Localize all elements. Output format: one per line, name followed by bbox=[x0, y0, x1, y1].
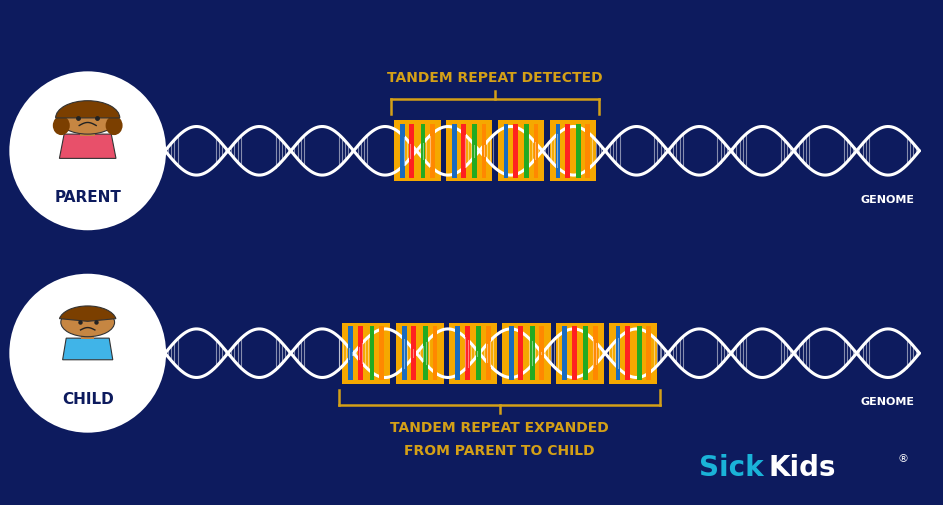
Text: GENOME: GENOME bbox=[861, 396, 915, 407]
Bar bbox=[455, 327, 460, 380]
Bar bbox=[539, 327, 544, 380]
Text: TANDEM REPEAT DETECTED: TANDEM REPEAT DETECTED bbox=[388, 70, 603, 84]
Bar bbox=[562, 327, 567, 380]
Bar bbox=[409, 125, 414, 178]
Bar bbox=[379, 327, 384, 380]
Bar bbox=[498, 121, 544, 182]
Bar bbox=[609, 323, 657, 384]
Ellipse shape bbox=[106, 117, 123, 136]
Text: TANDEM REPEAT EXPANDED: TANDEM REPEAT EXPANDED bbox=[390, 421, 609, 435]
Bar bbox=[370, 327, 374, 380]
Text: CHILD: CHILD bbox=[62, 391, 113, 407]
Bar bbox=[342, 323, 390, 384]
Text: GENOME: GENOME bbox=[861, 194, 915, 205]
Bar bbox=[524, 125, 529, 178]
Bar bbox=[637, 327, 641, 380]
Bar bbox=[348, 327, 354, 380]
Bar bbox=[482, 125, 487, 178]
Bar bbox=[555, 125, 560, 178]
Bar bbox=[550, 121, 596, 182]
Bar bbox=[452, 125, 456, 178]
Wedge shape bbox=[59, 307, 116, 322]
Bar bbox=[534, 125, 538, 178]
Bar bbox=[576, 125, 581, 178]
Bar bbox=[508, 327, 514, 380]
Bar bbox=[411, 327, 416, 380]
Bar bbox=[586, 125, 590, 178]
Polygon shape bbox=[59, 135, 116, 159]
Bar bbox=[476, 327, 481, 380]
Bar bbox=[486, 327, 491, 380]
Wedge shape bbox=[56, 102, 120, 119]
Text: FROM PARENT TO CHILD: FROM PARENT TO CHILD bbox=[405, 443, 595, 458]
Bar bbox=[616, 327, 620, 380]
Text: PARENT: PARENT bbox=[55, 189, 121, 205]
Bar bbox=[555, 323, 604, 384]
Bar bbox=[400, 125, 405, 178]
Ellipse shape bbox=[10, 275, 165, 432]
Bar bbox=[81, 332, 94, 339]
Bar bbox=[421, 125, 425, 178]
Polygon shape bbox=[62, 338, 113, 360]
Bar bbox=[530, 327, 535, 380]
Bar bbox=[519, 327, 523, 380]
Text: Kids: Kids bbox=[769, 453, 836, 481]
Circle shape bbox=[58, 103, 118, 135]
Bar bbox=[504, 125, 508, 178]
Bar bbox=[571, 327, 576, 380]
Circle shape bbox=[60, 308, 114, 337]
Bar bbox=[449, 323, 497, 384]
Bar bbox=[593, 327, 598, 380]
Bar bbox=[465, 327, 470, 380]
Bar bbox=[584, 327, 588, 380]
Bar bbox=[394, 121, 440, 182]
Bar bbox=[396, 323, 443, 384]
Ellipse shape bbox=[53, 117, 70, 136]
Bar bbox=[402, 327, 406, 380]
Bar bbox=[433, 327, 438, 380]
Bar bbox=[625, 327, 630, 380]
Bar bbox=[423, 327, 428, 380]
Bar bbox=[446, 121, 492, 182]
Bar bbox=[472, 125, 477, 178]
Bar bbox=[503, 323, 551, 384]
Ellipse shape bbox=[10, 73, 165, 230]
Bar bbox=[513, 125, 518, 178]
Text: Sick: Sick bbox=[699, 453, 764, 481]
Bar bbox=[80, 129, 95, 136]
Bar bbox=[358, 327, 363, 380]
Bar bbox=[430, 125, 435, 178]
Bar bbox=[461, 125, 466, 178]
Bar bbox=[565, 125, 570, 178]
Bar bbox=[646, 327, 652, 380]
Text: ®: ® bbox=[898, 453, 909, 463]
